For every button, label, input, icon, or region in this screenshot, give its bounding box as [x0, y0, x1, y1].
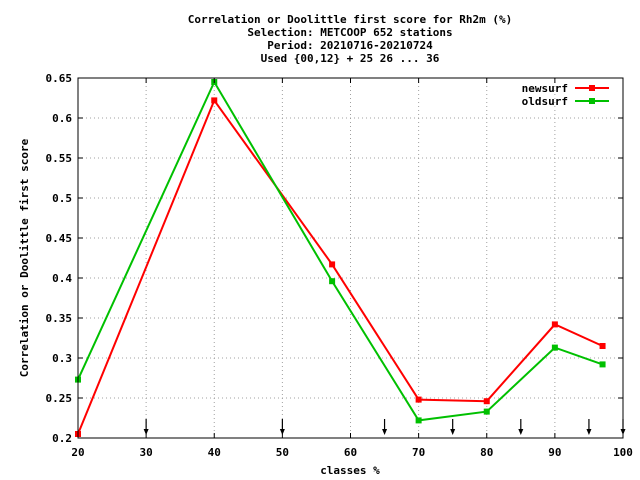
title-line: Correlation or Doolittle first score for… — [188, 13, 513, 26]
legend-label-oldsurf: oldsurf — [522, 95, 568, 108]
x-tick-label: 20 — [71, 446, 84, 459]
data-point-newsurf — [599, 343, 606, 349]
data-point-oldsurf — [551, 344, 558, 351]
data-point-newsurf — [483, 398, 490, 405]
class-limit-arrow — [143, 419, 149, 435]
legend-label-newsurf: newsurf — [522, 82, 568, 95]
y-tick-label: 0.55 — [46, 152, 73, 165]
y-axis-ticks: 0.2 0.25 0.3 0.35 0.4 0.45 0.5 0.55 0.6 0.65 — [46, 72, 623, 445]
y-tick-label: 0.25 — [46, 392, 73, 405]
y-tick-label: 0.35 — [46, 312, 73, 325]
grid-lines — [78, 78, 623, 438]
x-axis-ticks: 20 30 40 50 60 70 80 90 100 — [71, 78, 633, 459]
legend-marker-newsurf — [589, 85, 595, 91]
legend-marker-oldsurf — [589, 98, 595, 104]
x-tick-label: 90 — [548, 446, 561, 459]
chart-title: Correlation or Doolittle first score for… — [188, 13, 513, 65]
y-tick-label: 0.45 — [46, 232, 73, 245]
data-point-oldsurf — [483, 408, 490, 415]
y-tick-label: 0.65 — [46, 72, 73, 85]
y-tick-label: 0.6 — [52, 112, 72, 125]
class-limit-arrow — [382, 419, 388, 435]
data-point-oldsurf — [599, 361, 606, 368]
y-tick-label: 0.3 — [52, 352, 72, 365]
title-line: Selection: METCOOP 652 stations — [247, 26, 452, 39]
y-tick-label: 0.5 — [52, 192, 72, 205]
class-limit-arrows — [143, 419, 626, 435]
x-axis-label: classes % — [320, 464, 380, 477]
x-tick-label: 50 — [276, 446, 289, 459]
series-line-oldsurf — [77, 79, 603, 422]
data-point-newsurf — [551, 321, 558, 328]
title-line: Used {00,12} + 25 26 ... 36 — [261, 52, 440, 65]
x-tick-label: 30 — [140, 446, 153, 459]
data-point-newsurf — [415, 396, 422, 403]
x-tick-label: 60 — [344, 446, 357, 459]
class-limit-arrow — [279, 419, 285, 435]
data-point-oldsurf — [329, 278, 336, 285]
data-point-newsurf — [211, 97, 218, 104]
class-limit-arrow — [518, 419, 524, 435]
class-limit-arrow — [586, 419, 592, 435]
x-tick-label: 100 — [613, 446, 633, 459]
data-point-oldsurf — [415, 417, 422, 424]
data-point-newsurf — [329, 261, 336, 268]
y-tick-label: 0.2 — [52, 432, 72, 445]
series-line-newsurf — [77, 98, 603, 435]
series-lines — [75, 79, 606, 437]
x-tick-label: 70 — [412, 446, 425, 459]
x-tick-label: 40 — [208, 446, 221, 459]
title-line: Period: 20210716-20210724 — [267, 39, 433, 52]
y-tick-label: 0.4 — [52, 272, 72, 285]
x-tick-label: 80 — [480, 446, 493, 459]
y-axis-label: Correlation or Doolittle first score — [18, 138, 31, 377]
class-limit-arrow — [450, 419, 456, 435]
